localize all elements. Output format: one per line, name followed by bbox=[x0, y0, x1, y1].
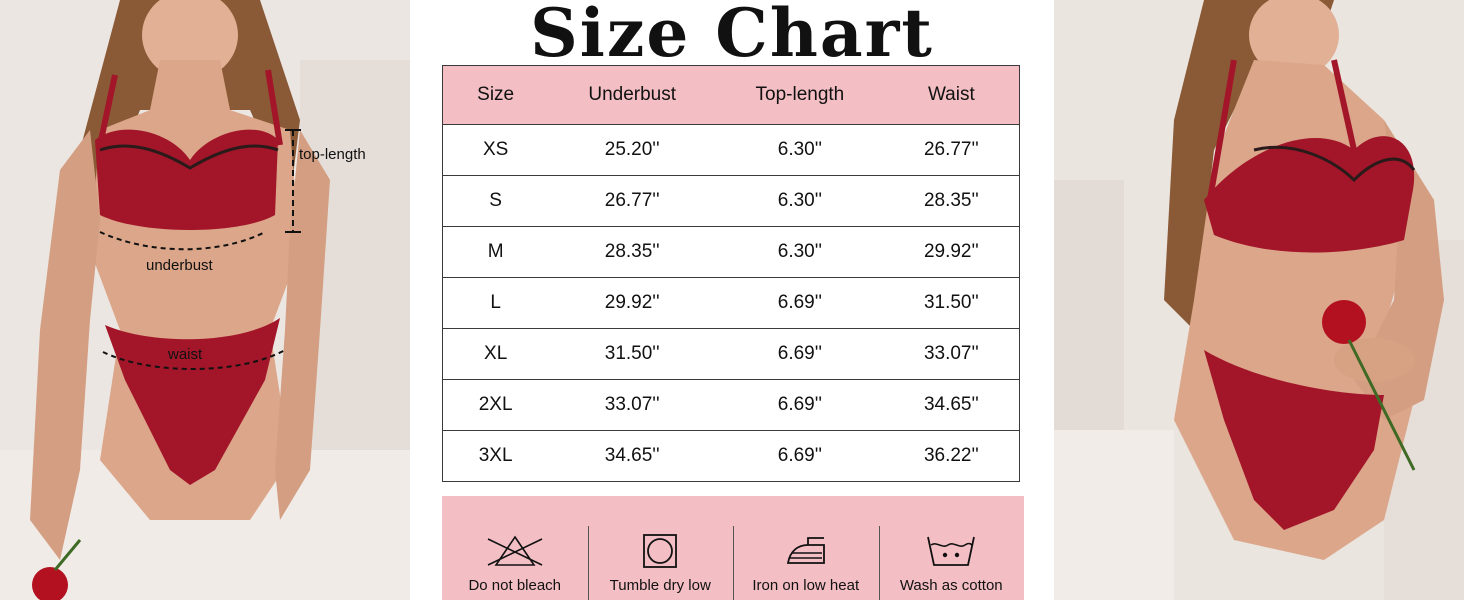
table-header-row: Size Underbust Top-length Waist bbox=[442, 65, 1020, 125]
cell-size: M bbox=[442, 226, 549, 278]
cell-top-length: 6.69'' bbox=[716, 430, 884, 482]
cell-top-length: 6.30'' bbox=[716, 175, 884, 227]
care-item-tumble-dry-low: Tumble dry low bbox=[587, 496, 734, 600]
cell-top-length: 6.30'' bbox=[716, 226, 884, 278]
page-title: Size Chart bbox=[530, 0, 934, 72]
cell-waist: 29.92'' bbox=[883, 226, 1020, 278]
table-row: S 26.77'' 6.30'' 28.35'' bbox=[442, 175, 1020, 227]
cell-size: 2XL bbox=[442, 379, 549, 431]
cell-size: S bbox=[442, 175, 549, 227]
iron-low-heat-icon bbox=[786, 537, 825, 564]
cell-waist: 33.07'' bbox=[883, 328, 1020, 380]
care-label: Iron on low heat bbox=[752, 577, 860, 594]
underbust-label: underbust bbox=[146, 257, 213, 274]
cell-top-length: 6.69'' bbox=[716, 328, 884, 380]
care-label: Do not bleach bbox=[468, 577, 562, 594]
table-row: 2XL 33.07'' 6.69'' 34.65'' bbox=[442, 379, 1020, 431]
table-row: XL 31.50'' 6.69'' 33.07'' bbox=[442, 328, 1020, 380]
header-waist: Waist bbox=[883, 65, 1020, 125]
care-item-no-bleach: Do not bleach bbox=[442, 496, 588, 600]
cell-top-length: 6.69'' bbox=[716, 379, 884, 431]
care-instructions: Do not bleach Tumble dry low Iron on low… bbox=[442, 496, 1024, 600]
care-label: Tumble dry low bbox=[609, 577, 711, 594]
cell-size: XL bbox=[442, 328, 549, 380]
top-length-label: top-length bbox=[299, 146, 366, 163]
care-label: Wash as cotton bbox=[899, 577, 1003, 594]
cell-waist: 34.65'' bbox=[883, 379, 1020, 431]
cell-underbust: 33.07'' bbox=[548, 379, 717, 431]
cell-underbust: 25.20'' bbox=[548, 124, 717, 176]
cell-waist: 26.77'' bbox=[883, 124, 1020, 176]
no-bleach-icon bbox=[487, 535, 543, 566]
wash-cotton-icon bbox=[927, 536, 976, 566]
table-row: M 28.35'' 6.30'' 29.92'' bbox=[442, 226, 1020, 278]
cell-underbust: 29.92'' bbox=[548, 277, 717, 329]
model-angle-illustration bbox=[1054, 0, 1464, 600]
model-photo-right bbox=[1054, 0, 1464, 600]
cell-top-length: 6.30'' bbox=[716, 124, 884, 176]
model-front-illustration bbox=[0, 0, 410, 600]
table-row: L 29.92'' 6.69'' 31.50'' bbox=[442, 277, 1020, 329]
table-row: 3XL 34.65'' 6.69'' 36.22'' bbox=[442, 430, 1020, 482]
header-size: Size bbox=[442, 65, 549, 125]
care-item-wash-cotton: Wash as cotton bbox=[878, 496, 1025, 600]
model-photo-left: top-length underbust waist bbox=[0, 0, 410, 600]
cell-underbust: 34.65'' bbox=[548, 430, 717, 482]
header-underbust: Underbust bbox=[548, 65, 717, 125]
cell-size: XS bbox=[442, 124, 549, 176]
cell-underbust: 28.35'' bbox=[548, 226, 717, 278]
cell-waist: 28.35'' bbox=[883, 175, 1020, 227]
size-table: Size Underbust Top-length Waist XS 25.20… bbox=[442, 65, 1020, 482]
cell-top-length: 6.69'' bbox=[716, 277, 884, 329]
tumble-dry-low-icon bbox=[643, 534, 678, 568]
cell-size: L bbox=[442, 277, 549, 329]
cell-waist: 31.50'' bbox=[883, 277, 1020, 329]
cell-size: 3XL bbox=[442, 430, 549, 482]
cell-waist: 36.22'' bbox=[883, 430, 1020, 482]
waist-label: waist bbox=[168, 346, 203, 363]
cell-underbust: 26.77'' bbox=[548, 175, 717, 227]
table-row: XS 25.20'' 6.30'' 26.77'' bbox=[442, 124, 1020, 176]
cell-underbust: 31.50'' bbox=[548, 328, 717, 380]
care-item-iron-low-heat: Iron on low heat bbox=[733, 496, 879, 600]
header-top-length: Top-length bbox=[716, 65, 884, 125]
